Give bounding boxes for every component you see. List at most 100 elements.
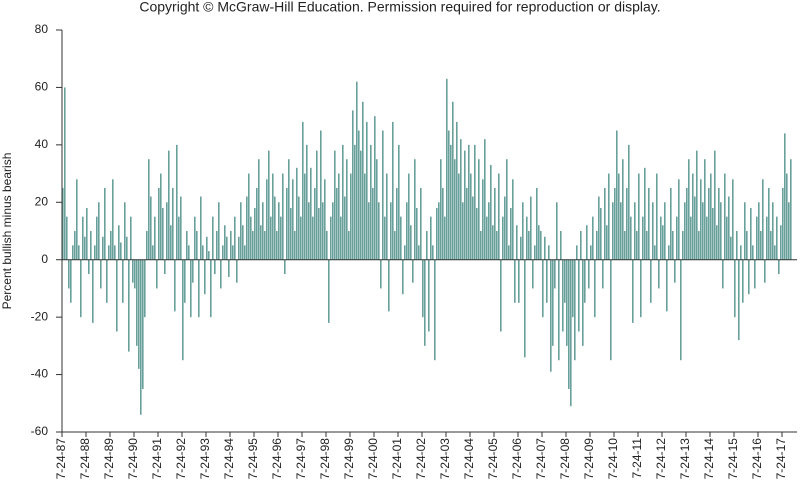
bar [556, 202, 558, 260]
chart-title: Copyright © McGraw-Hill Education. Permi… [139, 0, 660, 15]
bar [542, 259, 544, 318]
bar [704, 159, 706, 260]
bar [380, 259, 382, 289]
bar [758, 202, 760, 260]
x-tick-label: 7-24-00 [366, 438, 380, 480]
bar [372, 187, 374, 260]
bar [578, 259, 580, 332]
bar [492, 225, 494, 260]
x-tick-label: 7-24-96 [270, 438, 284, 480]
bar [280, 216, 282, 260]
bar [778, 259, 780, 275]
bar [94, 245, 96, 260]
bar [360, 150, 362, 260]
bar [488, 202, 490, 260]
bar [110, 231, 112, 260]
bar [90, 231, 92, 260]
bar [688, 159, 690, 260]
bar [474, 144, 476, 260]
bar [196, 231, 198, 260]
bar [564, 259, 566, 303]
bar [406, 202, 408, 260]
bar [478, 159, 480, 260]
bar [782, 187, 784, 260]
bar [232, 245, 234, 260]
bar [622, 159, 624, 260]
bar [456, 121, 458, 260]
x-tick-label: 7-24-92 [174, 438, 188, 480]
bar [398, 144, 400, 260]
bar [154, 216, 156, 260]
bar [678, 179, 680, 260]
bar [480, 231, 482, 260]
bar [636, 231, 638, 260]
bar [198, 259, 200, 318]
bar [78, 245, 80, 260]
bar [314, 187, 316, 260]
bar [378, 202, 380, 260]
bar [148, 159, 150, 260]
bar [216, 231, 218, 260]
bar [702, 202, 704, 260]
bar [106, 259, 108, 303]
bar [96, 216, 98, 260]
bar [750, 208, 752, 260]
bar [562, 259, 564, 332]
bar [302, 121, 304, 260]
bar [176, 144, 178, 260]
bar [426, 231, 428, 260]
bar [528, 231, 530, 260]
bar [256, 187, 258, 260]
bar [446, 78, 448, 260]
bar [100, 259, 102, 289]
bar [502, 216, 504, 260]
bar [396, 187, 398, 260]
bar [74, 231, 76, 260]
bar [208, 251, 210, 260]
bar [62, 187, 64, 260]
x-tick-label: 7-24-14 [702, 438, 716, 480]
x-tick-label: 7-24-07 [534, 438, 548, 480]
x-tick-label: 7-24-89 [102, 438, 116, 480]
bar [482, 179, 484, 260]
bar [368, 202, 370, 260]
bar [334, 150, 336, 260]
bar [152, 245, 154, 260]
bar [434, 259, 436, 361]
bar [734, 259, 736, 318]
x-tick-label: 7-24-87 [54, 438, 68, 480]
bar [670, 187, 672, 260]
bar [218, 202, 220, 260]
bar [64, 87, 66, 260]
bar [730, 236, 732, 260]
bar [752, 245, 754, 260]
bar [630, 216, 632, 260]
bar [190, 259, 192, 318]
bar [410, 225, 412, 260]
bar [332, 202, 334, 260]
x-tick-label: 7-24-02 [414, 438, 428, 480]
bar [632, 259, 634, 323]
bar [590, 245, 592, 260]
x-tick-label: 7-24-08 [558, 438, 572, 480]
bar [462, 202, 464, 260]
bar [570, 259, 572, 407]
x-tick-label: 7-24-15 [726, 438, 740, 480]
bar [476, 208, 478, 260]
bar [326, 231, 328, 260]
bar [402, 259, 404, 295]
y-tick-label: 60 [35, 80, 49, 94]
bar [710, 173, 712, 260]
bar [548, 245, 550, 260]
bar [340, 216, 342, 260]
bar [138, 259, 140, 369]
bar [596, 231, 598, 260]
bar [614, 187, 616, 260]
bar [496, 231, 498, 260]
bar [560, 231, 562, 260]
bar [774, 245, 776, 260]
bar [430, 216, 432, 260]
bar [472, 196, 474, 260]
x-tick-label: 7-24-99 [342, 438, 356, 480]
bar [374, 116, 376, 260]
